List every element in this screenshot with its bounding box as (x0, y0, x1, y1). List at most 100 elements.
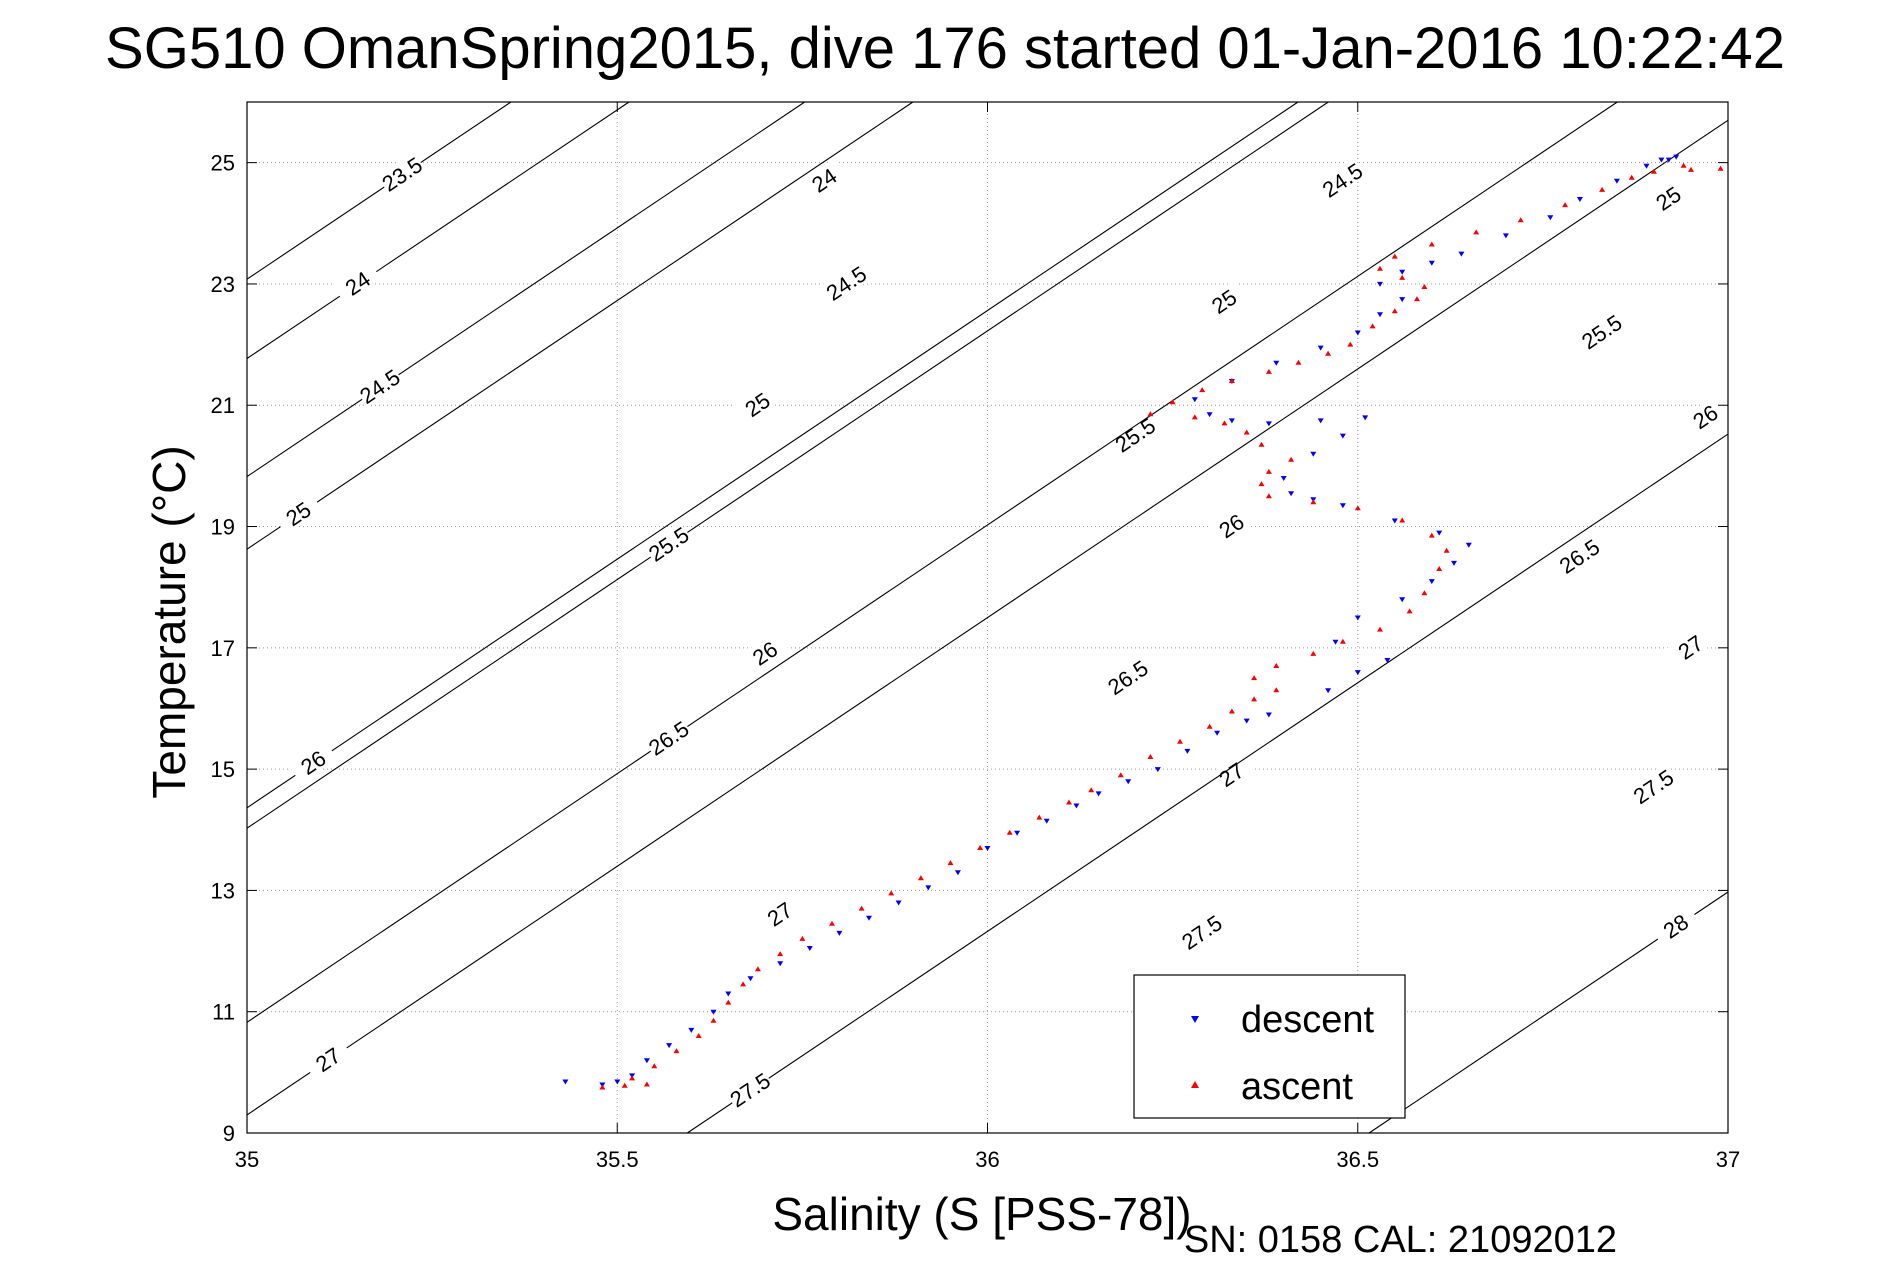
y-tick-label: 25 (211, 151, 235, 176)
ascent-point (1688, 166, 1694, 172)
contour-label-bg (1554, 533, 1604, 577)
descent-point (666, 1043, 673, 1049)
descent-point (925, 885, 932, 891)
contour-label-bg (1102, 655, 1152, 698)
ascent-point (1177, 738, 1183, 744)
ascent-point (1310, 650, 1317, 656)
serial-calibration-footer: SN: 0158 CAL: 21092012 (1184, 1219, 1617, 1261)
ascent-point (1347, 341, 1354, 347)
ascent-point (1006, 829, 1013, 835)
contour-label: 24.5 (355, 364, 404, 409)
x-axis-label: Salinity (S [PSS-78]) (772, 1188, 1191, 1240)
ascent-point (888, 890, 895, 896)
ascent-point (1421, 284, 1428, 289)
ascent-point (777, 951, 784, 957)
contour-label-bg (273, 491, 323, 535)
ascent-point (621, 1082, 628, 1088)
legend: descent ascent (1133, 974, 1406, 1119)
ascent-point (710, 1017, 717, 1023)
contour-label-bg (1176, 909, 1226, 953)
ascent-point (1265, 468, 1272, 474)
ascent-point (1169, 399, 1176, 405)
contour-label-bg (643, 715, 693, 759)
descent-point (1243, 718, 1250, 724)
descent-point (562, 1079, 569, 1085)
contour-label-bg (724, 1067, 774, 1111)
contour-label-bg (1680, 394, 1730, 438)
descent-point (1073, 803, 1080, 809)
ascent-point (1369, 323, 1376, 329)
density-contour-line (246, 119, 1729, 1116)
descent-point (1354, 615, 1361, 621)
ascent-point (1377, 265, 1383, 271)
descent-point (895, 900, 902, 906)
ascent-point (917, 875, 924, 881)
descent-point (688, 1027, 695, 1033)
ascent-point (1562, 202, 1569, 208)
ascent-point (1251, 696, 1258, 702)
contour-label-bg (1665, 624, 1715, 668)
contour-label-bg (302, 1037, 352, 1080)
ascent-point (1599, 186, 1606, 192)
contour-label-bg (739, 630, 789, 674)
descent-point (1265, 712, 1272, 718)
descent-point (1458, 251, 1465, 257)
contour-label-bg (799, 157, 848, 201)
descent-point (1673, 154, 1680, 160)
descent-point (1399, 597, 1406, 603)
descent-point (1547, 215, 1554, 221)
descent-point (1317, 418, 1324, 424)
contour-label-bg (1198, 279, 1248, 322)
ascent-point (1391, 253, 1398, 259)
descent-point (1658, 157, 1665, 163)
descent-point (1332, 639, 1339, 645)
contour-label: 27.5 (1629, 765, 1678, 810)
descent-point (1377, 281, 1383, 287)
descent-point (1191, 397, 1198, 403)
y-tick-label: 23 (211, 272, 235, 297)
descent-point (1428, 579, 1435, 585)
contour-label: 24.5 (822, 261, 871, 306)
contour-label: 24.5 (1318, 158, 1367, 203)
ascent-point (1251, 675, 1258, 681)
descent-point (1228, 418, 1235, 424)
descent-point (1399, 269, 1406, 275)
ascent-point (1258, 481, 1265, 487)
ascent-point (858, 905, 865, 911)
descent-point (1362, 415, 1369, 421)
descent-point (614, 1079, 621, 1085)
contour-label: 25.5 (644, 522, 693, 567)
descent-point (1339, 433, 1346, 439)
descent-point (984, 846, 991, 851)
data-points (562, 154, 1724, 1090)
x-tick-label: 36 (975, 1147, 999, 1172)
descent-point (1377, 312, 1383, 318)
descent-point (1273, 360, 1280, 366)
legend-descent-marker (1191, 1016, 1199, 1023)
descent-point (725, 991, 732, 997)
contour-label-bg (1110, 412, 1159, 456)
descent-point (710, 1009, 717, 1015)
ascent-point (829, 920, 835, 926)
ascent-point (1680, 162, 1687, 168)
contour-label: 23.5 (377, 152, 426, 197)
ascent-point (1428, 241, 1435, 247)
ascent-point (1428, 532, 1435, 538)
y-tick-label: 9 (223, 1121, 235, 1146)
descent-point (1014, 830, 1021, 836)
descent-point (777, 961, 784, 967)
descent-point (1280, 476, 1287, 481)
density-contour-line (246, 101, 1329, 829)
contour-label-bg (354, 363, 404, 407)
ascent-point (1310, 499, 1317, 505)
contour-label-bg (1206, 752, 1256, 795)
ascent-point (643, 1081, 650, 1087)
descent-point (1436, 530, 1443, 536)
contour-label: 25.5 (1111, 413, 1160, 458)
descent-point (1288, 491, 1295, 497)
ascent-point (1221, 420, 1228, 426)
contour-label-bg (732, 382, 782, 425)
ascent-point (725, 999, 732, 1005)
ascent-point (1354, 505, 1361, 511)
